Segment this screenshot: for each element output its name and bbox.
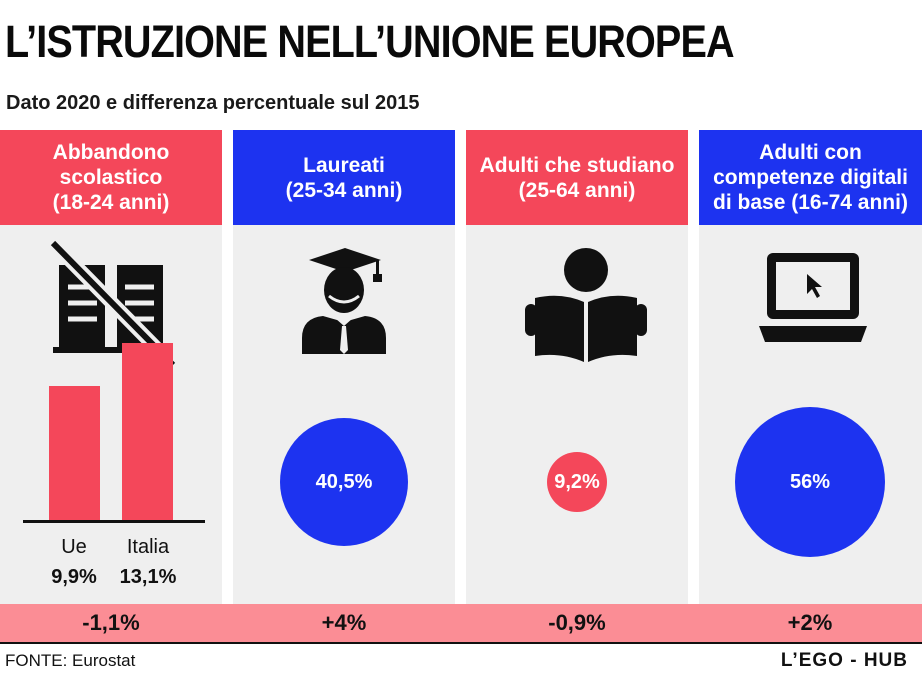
column-header: Adulti con competenze digitali di base (… xyxy=(699,130,922,225)
header-line: di base (16-74 anni) xyxy=(713,191,908,214)
page-title: L’ISTRUZIONE NELL’UNIONE EUROPEA xyxy=(5,16,735,67)
header-line: competenze digitali xyxy=(713,166,908,189)
difference-row: -1,1% +4% -0,9% +2% xyxy=(0,604,922,642)
bar-category-label: Ue xyxy=(61,536,87,558)
page-subtitle: Dato 2020 e differenza percentuale sul 2… xyxy=(6,92,420,114)
header-line: Adulti che studiano xyxy=(479,153,675,177)
laptop-icon xyxy=(759,253,867,342)
difference-value: +2% xyxy=(787,610,833,635)
column-header: Adulti che studiano (25-64 anni) xyxy=(466,130,688,225)
column-header: Laureati (25-34 anni) xyxy=(233,130,455,225)
bar-category-label: Italia xyxy=(126,536,170,558)
reading-person-icon xyxy=(525,248,647,362)
graduate-icon xyxy=(302,248,386,354)
bar-ue xyxy=(49,386,100,520)
bar-value-label: 13,1% xyxy=(119,566,177,588)
column-laureati: Laureati (25-34 anni) 40,5% xyxy=(233,130,455,604)
column-header: Abbandono scolastico (18-24 anni) xyxy=(0,130,222,225)
header-line: (25-34 anni) xyxy=(285,178,403,202)
column-adulti-studiano: Adulti che studiano (25-64 anni) 9,2% xyxy=(466,130,688,604)
value-circle: 56% xyxy=(735,407,885,557)
bar-italia xyxy=(122,343,173,520)
column-abbandono: Abbandono scolastico (18-24 anni) Ue Ita… xyxy=(0,130,222,604)
column-competenze-digitali: Adulti con competenze digitali di base (… xyxy=(699,130,922,604)
source-note: FONTE: Eurostat xyxy=(5,651,136,670)
value-circle: 9,2% xyxy=(547,452,607,512)
crossed-book-icon xyxy=(48,238,178,370)
footer-rule xyxy=(0,642,922,644)
header-line: Adulti con xyxy=(759,141,862,164)
difference-value: -0,9% xyxy=(548,610,606,635)
header-line: Laureati xyxy=(303,153,385,177)
value-circle: 40,5% xyxy=(280,418,408,546)
difference-value: -1,1% xyxy=(82,610,140,635)
brand-logo: L’EGO - HUB xyxy=(780,650,908,671)
header-line: Abbandono scolastico xyxy=(52,141,170,189)
chart-baseline xyxy=(23,520,205,523)
bar-value-label: 9,9% xyxy=(51,566,97,588)
header-line: (18-24 anni) xyxy=(52,191,170,214)
difference-value: +4% xyxy=(321,610,367,635)
header-line: (25-64 anni) xyxy=(518,178,636,202)
